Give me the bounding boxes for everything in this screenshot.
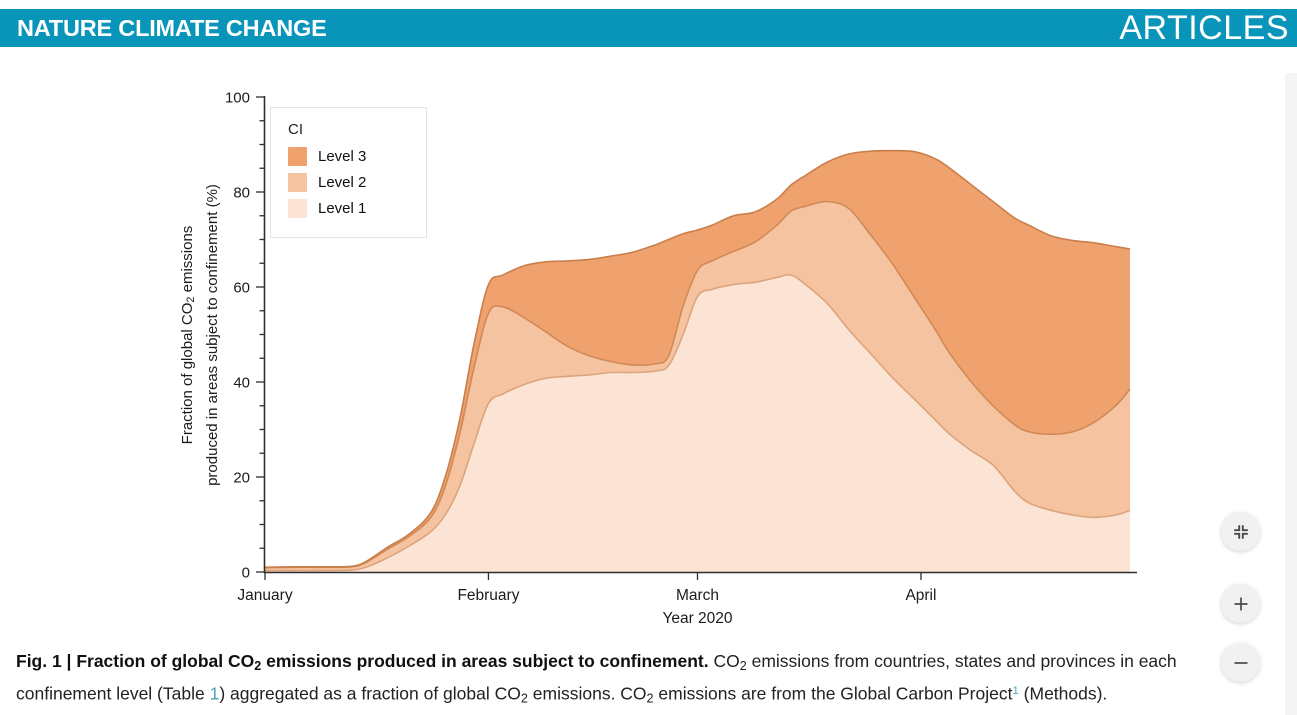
- legend-swatch-level-2: [288, 173, 307, 192]
- text-segment: 2: [520, 691, 528, 706]
- text-segment: emissions produced in areas subject to c…: [261, 651, 714, 671]
- fit-to-screen-icon: [1233, 524, 1248, 539]
- x-tick-label: January: [237, 587, 292, 604]
- legend-label: Level 2: [318, 174, 367, 191]
- text-segment: Fraction of global CO: [178, 302, 196, 445]
- x-tick-label: February: [457, 587, 519, 604]
- caption-link[interactable]: 1: [209, 683, 220, 704]
- y-axis-title: Fraction of global CO2 emissions produce…: [177, 184, 223, 486]
- y-tick-label: 80: [233, 185, 250, 202]
- boundary-level-3: [264, 149, 1131, 569]
- text-segment: emissions: [178, 225, 196, 297]
- figure-caption-line2: confinement level (Table 1) aggregated a…: [16, 676, 1276, 706]
- boundary-level-2: [264, 200, 1131, 569]
- text-segment: (Methods).: [1018, 683, 1108, 704]
- legend-label: Level 1: [318, 200, 367, 217]
- text-segment: emissions from countries, states and pro…: [746, 651, 1177, 671]
- y-axis-title-line2: produced in areas subject to confinement…: [202, 184, 223, 486]
- y-tick-label: 20: [233, 470, 250, 487]
- x-tick-label: April: [905, 587, 936, 604]
- legend-entry-level-3: Level 3: [288, 147, 426, 166]
- journal-title: NATURE CLIMATE CHANGE: [17, 14, 327, 41]
- legend: CI Level 3 Level 2 Level 1: [270, 107, 427, 238]
- minus-icon: [1234, 661, 1247, 664]
- text-segment: confinement level (Table: [16, 683, 210, 704]
- text-segment: 2: [739, 658, 747, 673]
- zoom-out-button[interactable]: [1221, 643, 1260, 682]
- legend-label: Level 3: [318, 148, 367, 165]
- caption-link[interactable]: 1: [1012, 685, 1019, 697]
- text-segment: produced in areas subject to confinement…: [204, 184, 222, 486]
- zoom-in-button[interactable]: [1221, 584, 1260, 623]
- text-segment: 2: [254, 658, 262, 673]
- figure-caption-line1: Fig. 1 | Fraction of global CO2 emission…: [16, 646, 1276, 676]
- legend-entry-level-2: Level 2: [288, 173, 426, 192]
- fit-to-screen-button[interactable]: [1221, 512, 1260, 551]
- legend-title: CI: [288, 121, 303, 138]
- area-level-1: [265, 274, 1130, 572]
- legend-swatch-level-3: [288, 147, 307, 166]
- y-tick-label: 0: [242, 565, 250, 582]
- x-tick-label: March: [676, 587, 719, 604]
- journal-header-bar: NATURE CLIMATE CHANGE ARTICLES: [0, 9, 1297, 47]
- text-segment: ) aggregated as a fraction of global CO: [219, 683, 521, 704]
- y-tick-label: 60: [233, 280, 250, 297]
- page-edge: [1285, 73, 1297, 715]
- text-segment: 2: [185, 296, 198, 303]
- y-tick-label: 100: [225, 90, 250, 107]
- figure-caption: Fig. 1 | Fraction of global CO2 emission…: [16, 646, 1276, 706]
- section-title: ARTICLES: [1119, 8, 1289, 47]
- text-segment: 2: [646, 691, 654, 706]
- text-segment: CO: [713, 651, 740, 671]
- text-segment: emissions. CO: [527, 683, 647, 704]
- legend-swatch-level-1: [288, 199, 307, 218]
- text-segment: Fig. 1 | Fraction of global CO: [16, 651, 255, 671]
- stacked-area-chart: 0 20 40 60 80 100 January February March April: [225, 90, 1137, 604]
- y-axis-title-line1: Fraction of global CO2 emissions: [177, 184, 202, 486]
- x-axis-title: Year 2020: [662, 610, 733, 627]
- boundary-level-1: [264, 274, 1131, 572]
- text-segment: emissions are from the Global Carbon Pro…: [653, 683, 1013, 704]
- legend-entry-level-1: Level 1: [288, 199, 426, 218]
- plus-icon: [1234, 597, 1247, 610]
- y-tick-label: 40: [233, 375, 250, 392]
